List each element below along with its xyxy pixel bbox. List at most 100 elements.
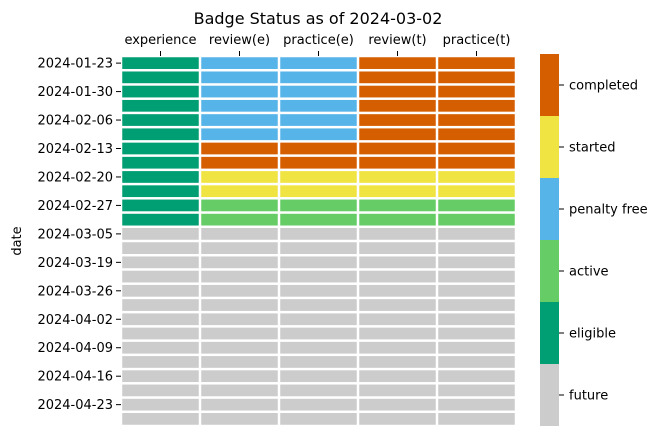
heatmap-cell	[359, 114, 436, 126]
row-tick-label: 2024-02-06	[37, 114, 113, 129]
heatmap-cell	[201, 71, 278, 84]
heatmap-cell	[122, 228, 199, 240]
colorbar-swatch	[540, 116, 559, 178]
row-tick-label: 2024-01-23	[37, 57, 113, 72]
heatmap-cell	[201, 384, 278, 397]
column-tick-labels: experience review(e) practice(e) review(t) p…	[124, 33, 510, 56]
y-axis-label: date	[10, 226, 25, 255]
heatmap-cell	[122, 142, 199, 155]
row-tick-label: 2024-03-05	[37, 227, 113, 242]
heatmap-cell	[201, 284, 278, 297]
heatmap-cell	[201, 99, 278, 112]
heatmap-cell	[122, 384, 199, 397]
heatmap-cell	[201, 185, 278, 198]
heatmap-cell	[280, 57, 357, 69]
heatmap-cell	[122, 398, 199, 411]
heatmap-cell	[122, 313, 199, 326]
heatmap-cell	[438, 413, 515, 425]
column-tick-label: review(t)	[368, 33, 426, 48]
heatmap-cell	[201, 327, 278, 340]
heatmap-cell	[201, 356, 278, 368]
row-tick-label: 2024-02-27	[37, 199, 113, 214]
heatmap-cell	[122, 156, 199, 169]
heatmap-cell	[280, 370, 357, 383]
heatmap-cell	[359, 356, 436, 368]
heatmap-cell	[359, 85, 436, 98]
heatmap-cells	[122, 57, 515, 425]
heatmap-cell	[359, 256, 436, 269]
heatmap-cell	[122, 71, 199, 84]
heatmap-cell	[359, 228, 436, 240]
colorbar-label: future	[569, 389, 608, 404]
heatmap-cell	[201, 370, 278, 383]
heatmap-cell	[438, 71, 515, 84]
heatmap-cell	[122, 99, 199, 112]
column-tick-label: review(e)	[209, 33, 270, 48]
heatmap-cell	[201, 85, 278, 98]
colorbar-label: active	[569, 265, 609, 280]
heatmap-cell	[201, 156, 278, 169]
colorbar-swatch	[540, 54, 559, 116]
row-tick-label: 2024-03-26	[37, 284, 113, 299]
heatmap-cell	[438, 341, 515, 354]
colorbar: future eligible active penalty free started c…	[540, 54, 648, 426]
heatmap-cell	[438, 85, 515, 98]
heatmap-cell	[359, 128, 436, 141]
heatmap-cell	[280, 156, 357, 169]
row-tick-labels: 2024-01-23 2024-01-30 2024-02-06 2024-02-13…	[37, 57, 121, 413]
heatmap-cell	[438, 327, 515, 340]
row-tick-label: 2024-04-16	[37, 370, 113, 385]
heatmap-cell	[201, 228, 278, 240]
heatmap-cell	[122, 341, 199, 354]
heatmap-cell	[280, 99, 357, 112]
heatmap-cell	[122, 270, 199, 283]
heatmap-cell	[359, 299, 436, 311]
heatmap-cell	[359, 384, 436, 397]
heatmap-cell	[359, 156, 436, 169]
heatmap-cell	[438, 384, 515, 397]
heatmap-cell	[201, 299, 278, 311]
heatmap-cell	[359, 185, 436, 198]
heatmap-cell	[438, 199, 515, 212]
colorbar-label: eligible	[569, 327, 616, 342]
heatmap-cell	[438, 299, 515, 311]
heatmap-cell	[438, 99, 515, 112]
row-tick-label: 2024-01-30	[37, 85, 113, 100]
heatmap-cell	[122, 199, 199, 212]
heatmap-cell	[280, 128, 357, 141]
heatmap-cell	[122, 128, 199, 141]
heatmap-cell	[438, 57, 515, 69]
heatmap-cell	[201, 171, 278, 183]
heatmap-cell	[201, 256, 278, 269]
heatmap-cell	[280, 171, 357, 183]
heatmap-cell	[280, 71, 357, 84]
heatmap-cell	[122, 299, 199, 311]
heatmap-cell	[359, 270, 436, 283]
row-tick-label: 2024-02-20	[37, 170, 113, 185]
heatmap-cell	[438, 370, 515, 383]
heatmap-cell	[122, 171, 199, 183]
heatmap-cell	[280, 398, 357, 411]
heatmap-cell	[438, 156, 515, 169]
heatmap-cell	[438, 171, 515, 183]
heatmap-cell	[122, 413, 199, 425]
heatmap-cell	[280, 299, 357, 311]
heatmap-cell	[359, 370, 436, 383]
row-tick-label: 2024-02-13	[37, 142, 113, 157]
heatmap-cell	[438, 228, 515, 240]
heatmap-cell	[122, 85, 199, 98]
colorbar-label: completed	[569, 79, 638, 94]
heatmap-cell	[201, 270, 278, 283]
heatmap-cell	[280, 413, 357, 425]
heatmap-cell	[201, 213, 278, 226]
heatmap-cell	[122, 185, 199, 198]
heatmap-cell	[438, 128, 515, 141]
heatmap-cell	[122, 114, 199, 126]
heatmap-cell	[438, 142, 515, 155]
heatmap-cell	[438, 185, 515, 198]
heatmap-cell	[201, 313, 278, 326]
heatmap-cell	[201, 199, 278, 212]
heatmap-cell	[438, 270, 515, 283]
heatmap-cell	[280, 284, 357, 297]
